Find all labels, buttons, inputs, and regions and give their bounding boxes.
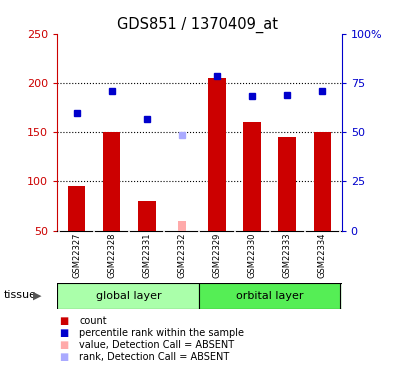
Text: ▶: ▶ [33,291,42,300]
Bar [178,221,186,231]
Bar [243,122,261,231]
Bar [103,132,120,231]
Text: ■: ■ [59,340,68,350]
Text: GSM22328: GSM22328 [107,232,116,278]
Text: GSM22334: GSM22334 [318,232,327,278]
Text: GSM22332: GSM22332 [177,232,186,278]
Bar [57,283,199,309]
Bar [199,283,340,309]
Text: tissue: tissue [4,291,37,300]
Text: GDS851 / 1370409_at: GDS851 / 1370409_at [117,17,278,33]
Text: GSM22330: GSM22330 [248,232,257,278]
Text: value, Detection Call = ABSENT: value, Detection Call = ABSENT [79,340,234,350]
Bar [68,186,85,231]
Text: rank, Detection Call = ABSENT: rank, Detection Call = ABSENT [79,352,229,362]
Text: count: count [79,316,107,326]
Text: orbital layer: orbital layer [236,291,303,301]
Bar [278,137,296,231]
Text: ■: ■ [59,316,68,326]
Text: GSM22327: GSM22327 [72,232,81,278]
Text: GSM22329: GSM22329 [213,232,222,278]
Text: GSM22331: GSM22331 [142,232,151,278]
Bar [314,132,331,231]
Bar [138,201,156,231]
Text: percentile rank within the sample: percentile rank within the sample [79,328,244,338]
Text: ■: ■ [59,352,68,362]
Bar [208,78,226,231]
Text: GSM22333: GSM22333 [283,232,292,278]
Text: global layer: global layer [96,291,161,301]
Text: ■: ■ [59,328,68,338]
